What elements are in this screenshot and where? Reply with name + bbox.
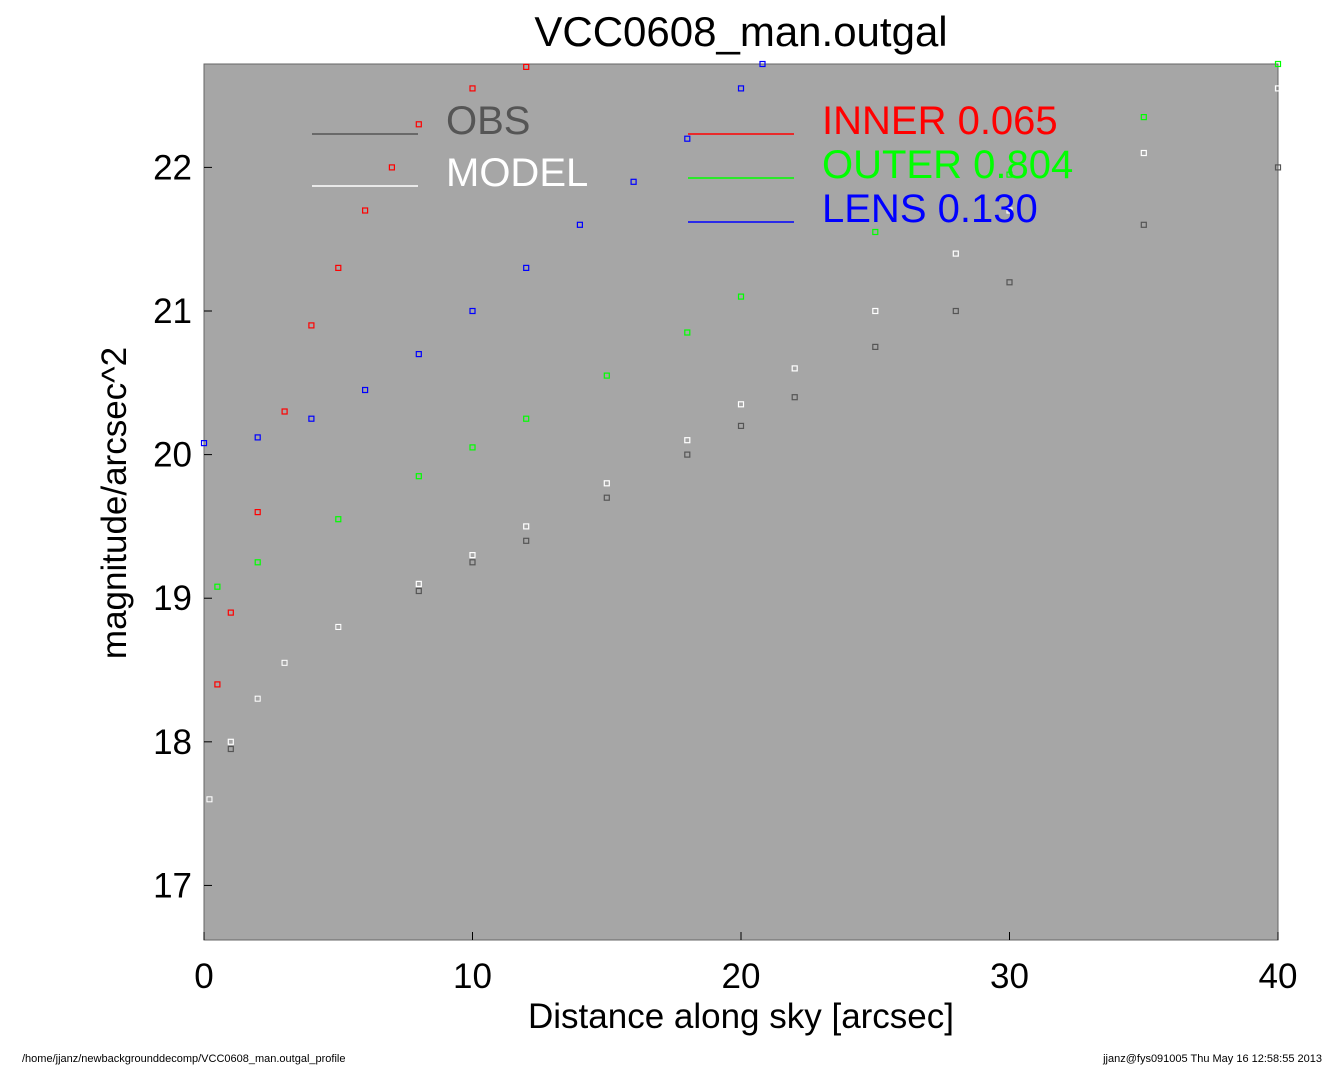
data-point [1140,221,1147,228]
data-point [362,207,369,214]
data-point [415,351,422,358]
data-point [872,343,879,350]
data-point [254,509,261,516]
x-tick-label: 30 [990,957,1029,996]
data-point [254,434,261,441]
data-point [254,559,261,566]
data-point [415,121,422,128]
data-point [630,178,637,185]
data-point [737,401,745,408]
data-point [737,422,745,429]
data-point [214,583,221,590]
data-point [415,473,422,480]
data-point [952,250,959,257]
data-point [791,394,798,401]
data-point [388,164,395,171]
data-point [603,372,610,379]
y-tick-label: 22 [153,148,192,187]
x-axis-label: Distance along sky [arcsec] [528,997,954,1036]
y-tick-label: 17 [153,866,192,905]
data-point [872,307,879,315]
series-lens [200,60,766,447]
data-point [469,85,476,92]
file-path-footer: /home/jjanz/newbackgrounddecomp/VCC0608_… [22,1053,346,1065]
data-point [603,494,610,501]
data-point [1140,113,1147,121]
data-point [523,63,530,71]
data-point [1006,207,1013,214]
y-axis-label: magnitude/arcsec^2 [95,347,134,659]
data-point [469,444,476,451]
data-point [684,437,691,444]
data-point [281,408,288,415]
legend-label: OUTER 0.804 [822,143,1073,187]
legend-label: MODEL [446,151,588,195]
data-point [737,293,745,300]
scatter-layer [200,60,1282,803]
data-point [523,264,530,271]
data-point [227,745,234,753]
data-point [684,135,691,142]
axes-layer: 0 10 20 30 40 17 18 19 20 21 22 [153,148,1297,996]
y-tick-label: 18 [153,723,192,762]
plot-area [203,63,1279,941]
data-point [200,440,208,447]
legend-label: LENS 0.130 [822,187,1038,231]
data-point [227,738,234,745]
data-point [684,451,691,458]
chart-title: VCC0608_man.outgal [534,8,947,55]
data-point [952,307,959,315]
x-tick-label: 40 [1259,957,1298,996]
data-point [335,516,342,523]
data-point [227,609,234,616]
data-point [1006,279,1013,286]
data-point [1274,85,1282,92]
data-point [737,85,745,92]
data-point [759,60,766,68]
data-point [469,551,476,559]
data-point [308,415,315,422]
y-tick-label: 20 [153,436,192,475]
data-point [576,221,584,228]
data-point [335,264,342,271]
data-point [281,659,288,666]
user-timestamp-footer: jjanz@fys091005 Thu May 16 12:58:55 2013 [1103,1053,1322,1065]
legend-label: INNER 0.065 [822,99,1058,143]
legend-label: OBS [446,99,530,143]
data-point [254,695,261,702]
y-tick-label: 19 [153,579,192,618]
data-point [1140,149,1147,157]
data-point [523,537,530,544]
data-point [335,623,342,631]
data-point [872,228,879,236]
data-point [603,480,610,487]
y-tick-label: 21 [153,292,192,331]
data-point [791,365,798,372]
data-point [206,796,213,803]
data-point [214,681,221,688]
data-point [523,415,530,422]
data-point [523,523,530,530]
x-tick-label: 20 [722,957,761,996]
data-point [469,559,476,566]
data-point [1006,171,1013,178]
x-tick-label: 0 [194,957,213,996]
data-point [684,329,691,336]
data-point [415,587,422,595]
series-outer [214,60,1282,590]
x-tick-label: 10 [453,957,492,996]
data-point [308,322,315,329]
data-point [1274,60,1282,68]
data-point [469,307,476,315]
data-point [415,580,422,588]
series-inner [214,63,530,688]
data-point [362,386,369,394]
series-model [206,85,1282,803]
data-point [1274,164,1282,171]
